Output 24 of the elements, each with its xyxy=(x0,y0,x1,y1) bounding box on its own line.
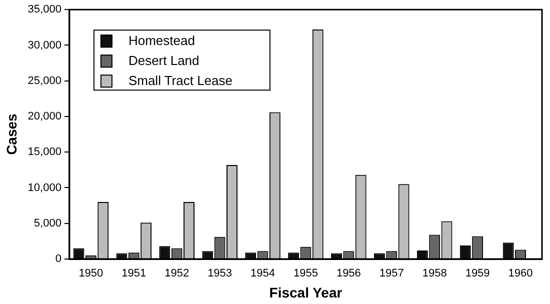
x-tick-label: 1954 xyxy=(250,268,276,280)
x-tick-label: 1958 xyxy=(422,268,447,280)
y-tick-label: 15,000 xyxy=(28,146,62,158)
y-tick-label: 30,000 xyxy=(28,39,62,52)
x-tick-label: 1956 xyxy=(336,268,361,280)
y-tick-label: 5,000 xyxy=(34,217,62,230)
x-tick-label: 1953 xyxy=(208,268,232,280)
x-tick-label: 1955 xyxy=(293,268,318,280)
x-axis-title: Fiscal Year xyxy=(269,284,343,300)
x-tick-label: 1959 xyxy=(465,268,490,280)
y-axis-title: Cases xyxy=(3,113,20,155)
y-tick-label: 20,000 xyxy=(28,110,62,123)
x-tick-label: 1950 xyxy=(78,268,104,280)
x-tick-label: 1952 xyxy=(164,268,190,280)
y-tick-label: 35,000 xyxy=(28,4,62,16)
y-tick-label: 10,000 xyxy=(28,182,62,194)
y-tick-label: 0 xyxy=(55,253,62,266)
legend-label: Homestead xyxy=(128,33,195,48)
x-tick-label: 1960 xyxy=(508,268,533,280)
legend-label: Desert Land xyxy=(128,53,200,68)
x-tick-label: 1957 xyxy=(379,268,404,280)
legend-label: Small Tract Lease xyxy=(128,73,232,88)
y-tick-label: 25,000 xyxy=(28,74,62,87)
x-tick-label: 1951 xyxy=(122,268,146,280)
